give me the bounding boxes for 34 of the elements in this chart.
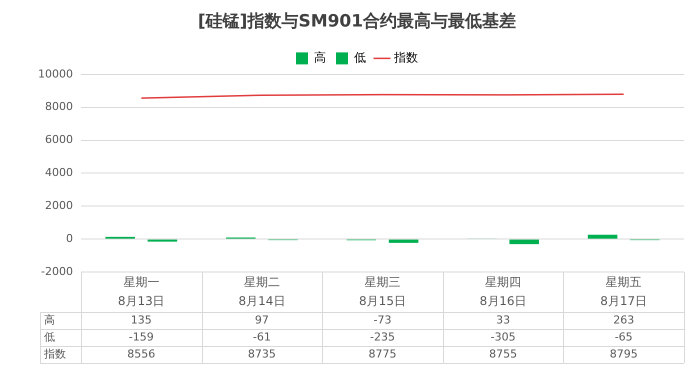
y-tick-label: 10000 [38, 67, 73, 80]
data-label: 8735 [248, 347, 276, 360]
y-tick-label: -2000 [41, 264, 73, 278]
y-tick-label: 6000 [44, 133, 73, 146]
data-label: 8795 [610, 347, 638, 360]
data-label: 33 [496, 313, 510, 326]
x-tick-label: 星期三 8月15日 [359, 275, 406, 308]
text: 低 [44, 330, 55, 344]
legend-label: 高 [314, 50, 326, 65]
data-label: -159 [128, 330, 154, 344]
data-label: 135 [130, 313, 152, 326]
y-tick-label: 2000 [44, 198, 73, 212]
data-label: 263 [613, 313, 634, 326]
y-tick-label: 0 [66, 232, 73, 245]
x-tick-label: 星期一 8月13日 [118, 275, 165, 308]
data-label: 97 [254, 313, 269, 326]
data-label: 8775 [368, 347, 396, 360]
y-tick-label: 4000 [44, 166, 73, 180]
x-tick-label: 星期五 8月17日 [600, 275, 648, 308]
chart-title: [硅锰]指数与SM901合约最高与最低基差 [198, 12, 516, 32]
data-label: -61 [252, 330, 271, 344]
legend-label: 指数 [393, 50, 418, 65]
y-tick-label: 8000 [44, 100, 73, 114]
data-label: -305 [490, 330, 516, 344]
data-label: -73 [374, 313, 392, 326]
legend-label: 低 [354, 50, 366, 65]
data-label: 8755 [489, 347, 518, 360]
x-tick-label: 星期二 8月14日 [238, 275, 286, 308]
text: 高 [44, 313, 55, 326]
data-label: 8556 [127, 347, 156, 360]
text: 指数 [44, 347, 66, 360]
data-label: -235 [370, 330, 395, 344]
x-tick-label: 星期四 8月16日 [480, 275, 527, 308]
data-label: -65 [614, 330, 633, 344]
